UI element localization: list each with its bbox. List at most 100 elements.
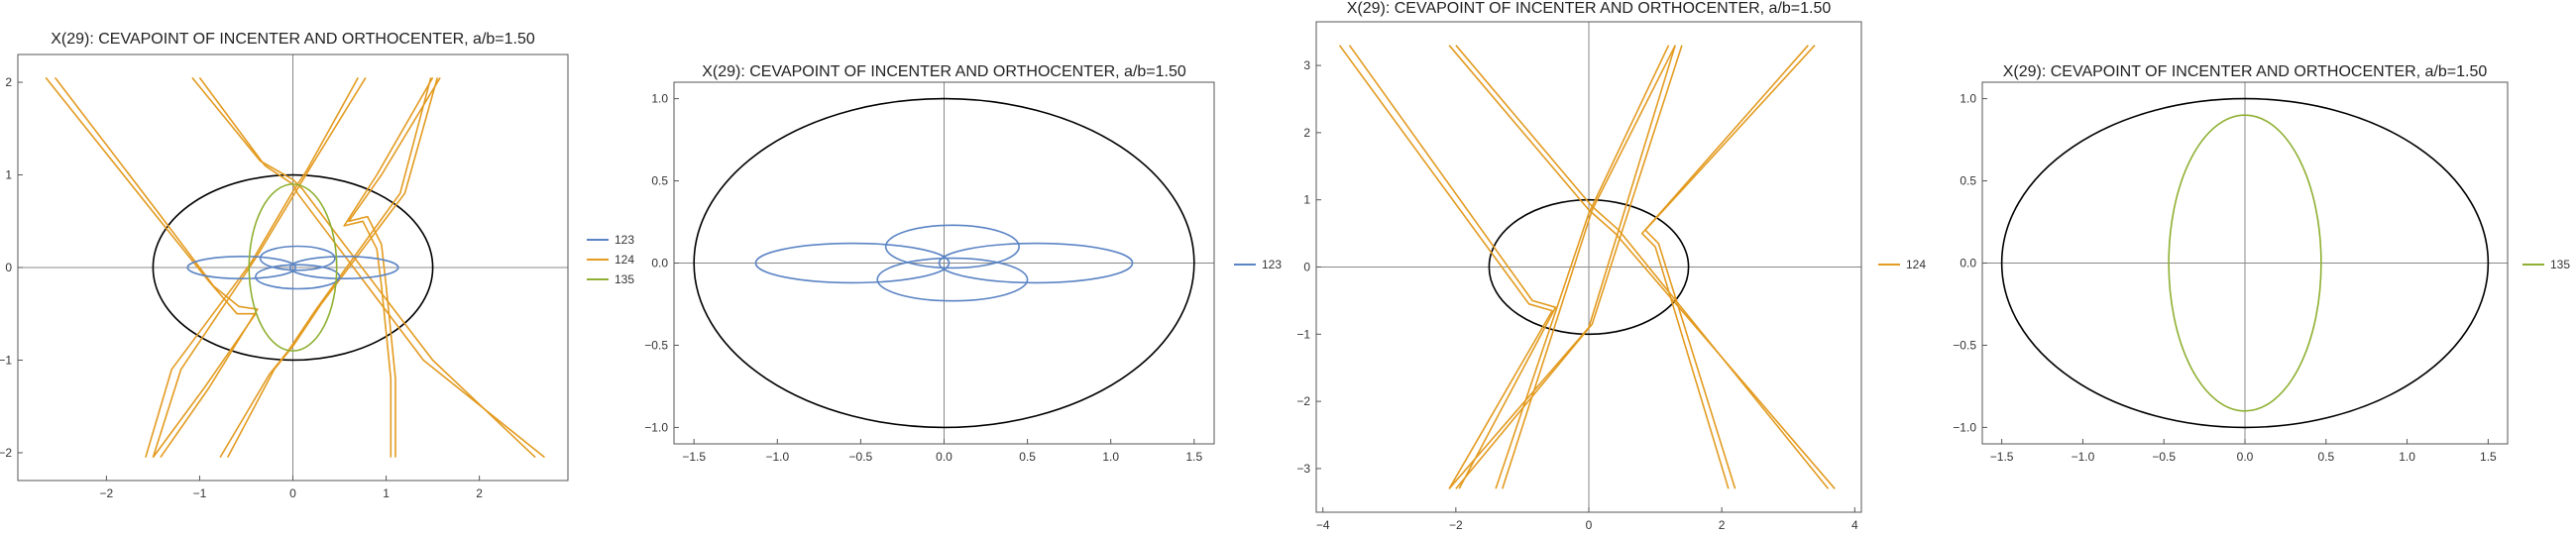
series-124-curve (1644, 45, 1816, 489)
series-124-curve (54, 76, 259, 459)
plot-area (45, 76, 546, 459)
x-tick-label: −1.0 (2072, 450, 2095, 464)
series-124-curve (1338, 45, 1553, 489)
legend-label: 123 (615, 233, 634, 247)
series-124-curve (1640, 45, 1809, 489)
series-123-curve (938, 242, 1134, 284)
x-tick-label: −2 (1449, 518, 1463, 532)
x-tick-label: 1 (383, 486, 390, 500)
series-124-curve (219, 77, 432, 459)
series-123-curve (754, 242, 951, 284)
plot-area (693, 97, 1195, 429)
series-124-curve (145, 77, 359, 458)
series-124-curve (1455, 45, 1830, 489)
series-124-curve (152, 76, 367, 458)
y-tick-label: 3 (1303, 58, 1310, 72)
y-tick-label: −2 (1296, 394, 1310, 408)
y-tick-label: 2 (1303, 126, 1310, 140)
y-tick-label: −3 (1296, 462, 1310, 476)
legend-label: 135 (2550, 258, 2570, 271)
series-123-curve (186, 255, 297, 280)
plot-frame (17, 54, 569, 482)
series-124-curve (191, 76, 536, 459)
chart-title: X(29): CEVAPOINT OF INCENTER AND ORTHOCE… (702, 63, 1186, 80)
y-tick-label: −1.0 (1953, 420, 1976, 434)
x-tick-label: −0.5 (849, 450, 873, 464)
plot-frame (1315, 21, 1862, 513)
legend-label: 124 (615, 253, 634, 267)
x-tick-label: −4 (1316, 518, 1330, 532)
x-tick-label: −1.5 (1990, 450, 2014, 464)
reference-ellipse (693, 97, 1195, 429)
y-tick-label: 2 (5, 75, 12, 89)
x-tick-label: 0.0 (2237, 450, 2254, 464)
x-tick-label: −0.5 (2152, 450, 2176, 464)
legend-label: 124 (1906, 258, 1926, 271)
series-124-curve (348, 76, 441, 458)
y-tick-label: −2 (0, 446, 12, 460)
series-123-curve (255, 264, 341, 290)
reference-ellipse (1488, 198, 1690, 336)
plot-frame (673, 81, 1215, 445)
series-124-curve (45, 76, 257, 459)
series-124-curve (1455, 45, 1683, 489)
chart-title: X(29): CEVAPOINT OF INCENTER AND ORTHOCE… (51, 31, 535, 48)
y-tick-label: 1 (1303, 193, 1310, 207)
x-tick-label: 0.5 (1019, 450, 1036, 464)
series-135-curve (248, 183, 338, 352)
chart-panel-4: X(29): CEVAPOINT OF INCENTER AND ORTHOCE… (1953, 63, 2570, 464)
chart-title: X(29): CEVAPOINT OF INCENTER AND ORTHOCE… (1347, 0, 1832, 17)
y-tick-label: 0 (1303, 261, 1310, 274)
x-tick-label: 0 (289, 486, 296, 500)
y-tick-label: −0.5 (644, 338, 668, 352)
x-tick-label: 0 (1586, 518, 1593, 532)
x-tick-label: 1.5 (1185, 450, 1202, 464)
series-123-curve (876, 257, 1029, 302)
x-tick-label: 1.0 (2399, 450, 2415, 464)
y-tick-label: 1.0 (1960, 92, 1976, 106)
x-tick-label: 0.0 (936, 450, 952, 464)
series-123-curve (884, 224, 1020, 269)
series-124-curve (226, 77, 439, 458)
y-tick-label: 0.0 (1960, 257, 1976, 270)
x-tick-label: 0.5 (2317, 450, 2334, 464)
y-tick-label: −0.5 (1953, 338, 1976, 352)
series-123-curve (259, 245, 336, 271)
series-135-curve (2168, 114, 2322, 412)
x-tick-label: −1.5 (682, 450, 706, 464)
x-tick-label: 1.5 (2480, 450, 2497, 464)
series-123-curve (288, 255, 399, 280)
y-tick-label: 0.5 (1960, 174, 1976, 188)
reference-ellipse (2000, 97, 2490, 429)
x-tick-label: −1 (193, 486, 207, 500)
x-tick-label: 2 (476, 486, 483, 500)
plot-area (2000, 97, 2490, 429)
y-tick-label: 1 (5, 168, 12, 182)
chart-panel-3: X(29): CEVAPOINT OF INCENTER AND ORTHOCE… (1296, 0, 1926, 532)
y-tick-label: 0.5 (651, 174, 668, 188)
legend-label: 135 (615, 272, 634, 286)
x-tick-label: 1.0 (1102, 450, 1119, 464)
x-tick-label: −2 (100, 486, 114, 500)
y-tick-label: −1 (1296, 327, 1310, 341)
y-tick-label: −1 (0, 353, 12, 367)
legend-label: 123 (1262, 258, 1282, 271)
reference-ellipse (152, 173, 434, 362)
x-tick-label: −1.0 (765, 450, 789, 464)
series-124-curve (1495, 45, 1670, 489)
series-124-curve (198, 76, 546, 459)
x-tick-label: 4 (1851, 518, 1858, 532)
chart-panel-2: X(29): CEVAPOINT OF INCENTER AND ORTHOCE… (644, 63, 1282, 464)
series-124-curve (1348, 45, 1557, 489)
y-tick-label: −1.0 (644, 420, 668, 434)
y-tick-label: 1.0 (651, 92, 668, 106)
y-tick-label: 0 (5, 261, 12, 274)
chart-panel-1: X(29): CEVAPOINT OF INCENTER AND ORTHOCE… (0, 31, 634, 500)
chart-title: X(29): CEVAPOINT OF INCENTER AND ORTHOCE… (2003, 63, 2488, 80)
plot-frame (1981, 81, 2509, 445)
x-tick-label: 2 (1719, 518, 1726, 532)
plot-area (1338, 45, 1836, 489)
y-tick-label: 0.0 (651, 257, 668, 270)
